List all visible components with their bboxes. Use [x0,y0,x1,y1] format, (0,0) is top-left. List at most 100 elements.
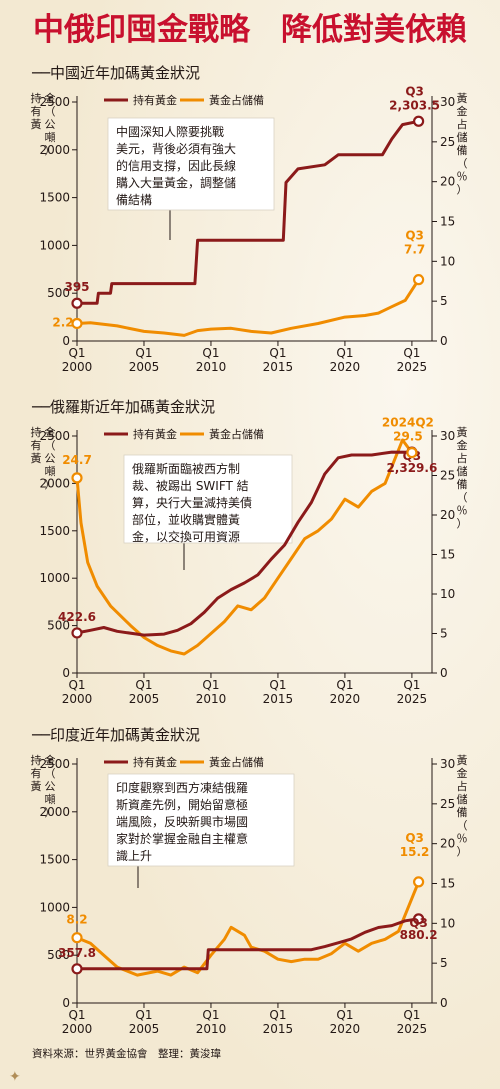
value-label: 357.8 [58,946,96,960]
x-tick-year: 2005 [129,360,160,374]
x-tick-year: 2010 [196,692,227,706]
endpoint-marker [406,446,418,459]
x-tick-year: 2025 [397,692,428,706]
x-tick-quarter: Q1 [403,1008,420,1022]
sparkle-icon: ✦ [9,1069,21,1085]
share-line [76,278,420,337]
right-axis-title: 黃金占儲備（％） [457,426,468,530]
holdings-line [77,119,419,305]
legend-share-label: 黃金占儲備 [209,427,264,441]
x-tick-quarter: Q1 [269,346,286,360]
x-tick-quarter: Q1 [135,1008,152,1022]
note-text: 中國深知人際要挑戰美元，背後必須有強大的信用支撐，因此長線購入大量黃金，調整儲備… [116,124,236,207]
value-label: 24.7 [62,453,92,467]
x-tick-quarter: Q1 [336,1008,353,1022]
x-tick-quarter: Q1 [336,346,353,360]
x-tick-year: 2000 [62,1022,93,1036]
value-label: 15.2 [400,845,430,859]
value-label: 2,329.6 [386,461,437,475]
value-tag: Q3 [409,916,428,930]
value-label: 422.6 [58,610,96,624]
right-tick-label: 15 [440,215,455,229]
china-heading: ──中國近年加碼黃金狀況 [31,64,200,82]
left-tick-label: 500 [47,286,70,300]
note-box [107,773,295,867]
value-label: 29.5 [393,430,423,444]
left-tick-label: 1000 [39,238,70,252]
left-tick-label: 2500 [39,429,70,443]
right-tick-label: 0 [440,666,448,680]
x-tick-quarter: Q1 [68,1008,85,1022]
chart-panel-2: ──俄羅斯近年加碼黃金狀況 0 500 1000 1500 2000 2500 0 5 10 15 2… [31,398,468,706]
legend-holdings-label: 持有黃金 [133,427,177,441]
right-tick-label: 10 [440,254,455,268]
right-tick-label: 25 [440,797,455,811]
left-tick-label: 2500 [39,757,70,771]
x-tick-quarter: Q1 [202,1008,219,1022]
x-tick-year: 2020 [330,1022,361,1036]
right-tick-label: 25 [440,135,455,149]
chart-heading: ──俄羅斯近年加碼黃金狀況 [31,398,215,416]
left-tick-label: 1500 [39,191,70,205]
x-tick-quarter: Q1 [202,346,219,360]
endpoint-marker [71,963,83,975]
right-tick-label: 0 [440,334,448,348]
left-tick-label: 2000 [39,805,70,819]
right-tick-label: 20 [440,508,455,522]
x-tick-year: 2000 [62,692,93,706]
right-tick-label: 20 [440,837,455,851]
chart-heading: ──印度近年加碼黃金狀況 [31,726,200,744]
left-tick-label: 1000 [39,900,70,914]
left-tick-label: 1500 [39,853,70,867]
right-tick-label: 5 [440,627,448,641]
value-label: 880.2 [400,928,438,942]
value-label: 7.7 [404,243,425,257]
right-tick-label: 30 [440,757,455,771]
left-tick-label: 500 [47,948,70,962]
x-tick-quarter: Q1 [403,678,420,692]
left-tick-label: 0 [62,334,70,348]
left-tick-label: 2000 [39,476,70,490]
x-tick-quarter: Q1 [135,678,152,692]
value-tag: Q3 [405,831,424,845]
endpoint-marker [413,115,425,127]
x-tick-year: 2015 [263,360,294,374]
right-tick-label: 5 [440,956,448,970]
endpoint-marker [413,274,425,286]
right-axis-title: 黃金占儲備（％） [457,92,468,196]
x-tick-quarter: Q1 [403,346,420,360]
left-tick-label: 2500 [39,95,70,109]
note-text: 印度觀察到西方凍結俄羅斯資產先例，開始留意極端風險，反映新興市場國家對於掌握金融… [116,780,248,863]
x-tick-year: 2010 [196,360,227,374]
value-label: 2,303.5 [389,98,440,112]
x-tick-year: 2005 [129,1022,160,1036]
value-label: 8.2 [66,913,87,927]
source-note: 資料來源：世界黃金協會 整理：黃浚瑋 [32,1047,221,1060]
right-axis-title: 黃金占儲備（％） [457,754,468,858]
note-box [123,454,293,544]
main-title: 中俄印囤金戰略 降低對美依賴 [33,12,467,48]
value-tag: Q3 [405,84,424,98]
value-label: 395 [64,280,89,294]
left-axis-title: 持有黃金（公噸） [31,753,56,819]
value-tag: 2024Q2 [382,416,434,430]
legend-share-label: 黃金占儲備 [209,93,264,107]
share-line [75,438,414,656]
x-tick-quarter: Q1 [68,678,85,692]
right-tick-label: 0 [440,996,448,1010]
x-tick-year: 2025 [397,360,428,374]
right-tick-label: 10 [440,916,455,930]
endpoint-marker [71,932,83,944]
right-tick-label: 25 [440,469,455,483]
chart-panel-1: 05001000150020002500051015202530Q12000Q1… [31,84,468,374]
x-tick-year: 2025 [397,1022,428,1036]
left-tick-label: 1000 [39,571,70,585]
endpoint-marker [413,913,425,925]
x-tick-year: 2015 [263,692,294,706]
value-tag: Q3 [405,229,424,243]
note-text: 俄羅斯面臨被西方制裁、被踢出 SWIFT 結算，央行大量減持美債部位，並收購實體… [132,461,252,544]
share-line [76,881,420,977]
left-axis-title: 持有黃金（公噸） [31,425,56,491]
x-tick-year: 2010 [196,1022,227,1036]
